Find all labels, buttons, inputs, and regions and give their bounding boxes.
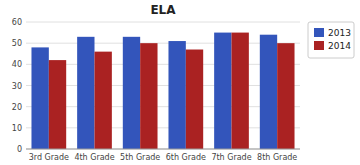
grid-line	[26, 43, 300, 44]
legend-swatch	[314, 41, 324, 50]
bar	[140, 43, 157, 149]
legend-swatch	[314, 28, 324, 37]
grid-line	[26, 85, 300, 86]
y-tick-label: 50	[12, 39, 22, 48]
bar	[95, 52, 112, 149]
x-axis-line	[26, 149, 300, 150]
y-tick-label: 40	[12, 60, 22, 69]
grid-line	[26, 64, 300, 65]
bar	[168, 41, 185, 149]
grid-line	[26, 149, 300, 150]
y-tick-label: 60	[12, 18, 22, 27]
y-tick-label: 0	[17, 145, 22, 154]
x-axis: 3rd Grade 4th Grade 5th Grade 6th Grade 7th …	[29, 153, 298, 162]
x-tick-label: 6th Grade	[166, 153, 206, 162]
bar	[31, 47, 48, 149]
legend-label: 2013	[328, 28, 351, 38]
bar	[214, 33, 231, 149]
y-tick-label: 30	[12, 82, 22, 91]
y-tick-label: 20	[12, 103, 22, 112]
bar	[277, 43, 294, 149]
x-tick-label: 3rd Grade	[29, 153, 69, 162]
title: ELA	[150, 3, 176, 17]
x-tick-label: 8th Grade	[257, 153, 297, 162]
x-tick-label: 4th Grade	[74, 153, 114, 162]
legend-frame	[308, 22, 354, 58]
bar	[77, 37, 94, 149]
chart: ELA 0 10 20 30 40 50 60 3rd Grade 4th Grade 5th Gr…	[0, 0, 360, 165]
bar	[123, 37, 140, 149]
y-axis: 0 10 20 30 40 50 60	[12, 18, 300, 154]
bar	[260, 35, 277, 149]
bar	[49, 60, 66, 149]
x-tick-label: 7th Grade	[211, 153, 251, 162]
y-tick-label: 10	[12, 124, 22, 133]
legend: 2013 2014	[308, 22, 354, 58]
bars	[31, 33, 294, 149]
grid-line	[26, 22, 300, 23]
x-tick-label: 5th Grade	[120, 153, 160, 162]
grid-line	[26, 106, 300, 107]
bar	[186, 50, 203, 149]
bar	[232, 33, 249, 149]
grid-line	[26, 127, 300, 128]
legend-label: 2014	[328, 41, 351, 51]
